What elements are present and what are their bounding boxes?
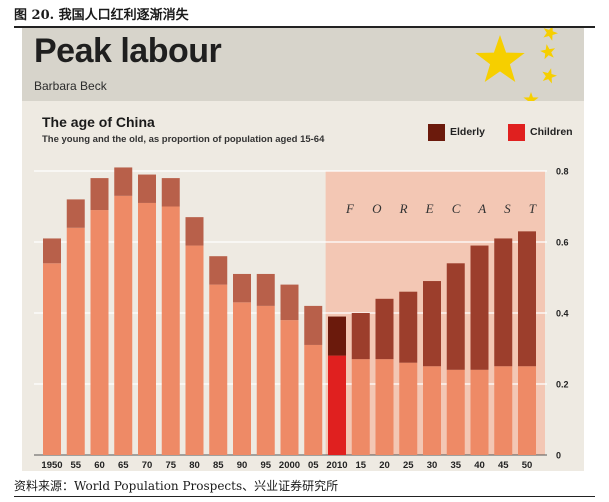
bar-children xyxy=(233,302,251,455)
bar-elderly xyxy=(304,305,323,345)
y-tick-label: 0.8 xyxy=(556,167,569,177)
bar-elderly xyxy=(375,298,394,360)
bar-children xyxy=(66,227,85,455)
bar-children xyxy=(351,359,370,455)
bar-elderly xyxy=(518,231,536,367)
legend-swatch-elderly xyxy=(428,123,445,141)
bar-elderly xyxy=(138,174,156,203)
bar-children xyxy=(161,206,180,455)
bar-children xyxy=(328,355,346,455)
bar-elderly xyxy=(423,281,441,367)
figure-caption: 图 20. 我国人口红利逐渐消失 xyxy=(14,8,189,23)
bar-children xyxy=(518,366,536,455)
y-tick-label: 0.2 xyxy=(556,380,569,390)
bar-children xyxy=(256,305,275,455)
source-note: 资料来源：World Population Prospects、兴业证券研究所 xyxy=(14,479,339,493)
legend-elderly: Elderly xyxy=(428,123,486,141)
x-tick-label: 50 xyxy=(522,460,533,471)
chart-title: The age of China xyxy=(42,114,155,130)
bar-children xyxy=(494,366,513,455)
bar-elderly xyxy=(185,217,204,246)
article-author: Barbara Beck xyxy=(34,79,107,93)
y-tick-label: 0.4 xyxy=(556,309,569,319)
bar-elderly xyxy=(280,284,299,321)
x-tick-label: 95 xyxy=(260,460,271,471)
x-tick-label: 60 xyxy=(94,460,105,471)
bar-children xyxy=(375,359,394,455)
small-star-icon xyxy=(543,28,558,41)
x-tick-label: 80 xyxy=(189,460,200,471)
legend-label-elderly: Elderly xyxy=(450,126,486,138)
forecast-annotation: F O R E C A S T xyxy=(345,201,537,216)
bar-elderly xyxy=(256,273,275,306)
bar-children xyxy=(114,195,133,455)
x-tick-label: 30 xyxy=(427,460,438,471)
x-tick-label: 25 xyxy=(403,460,414,471)
small-star-icon xyxy=(540,44,556,60)
x-tick-label: 70 xyxy=(142,460,153,471)
y-tick-label: 0.6 xyxy=(556,238,569,248)
article-header: Peak labour Barbara Beck xyxy=(22,28,584,101)
top-rule xyxy=(14,26,595,28)
y-tick-label: 0 xyxy=(556,451,561,461)
bar-children xyxy=(304,344,323,455)
bar-elderly xyxy=(446,263,465,370)
big-star-icon xyxy=(475,35,525,82)
bar-elderly xyxy=(114,167,133,196)
bar-children xyxy=(280,320,299,455)
bar-children xyxy=(209,284,228,455)
legend-swatch-children xyxy=(508,123,525,141)
x-tick-label: 1950 xyxy=(41,460,62,471)
x-tick-label: 20 xyxy=(379,460,390,471)
bar-elderly xyxy=(399,291,418,363)
bar-elderly xyxy=(66,199,85,228)
article-title: Peak labour xyxy=(34,32,222,70)
x-tick-label: 2010 xyxy=(326,460,347,471)
bar-elderly xyxy=(233,273,251,303)
x-tick-label: 55 xyxy=(70,460,81,471)
bar-elderly xyxy=(209,256,228,285)
bar-children xyxy=(470,369,489,455)
bar-elderly xyxy=(351,313,370,360)
legend-label-children: Children xyxy=(530,126,573,138)
chart-subtitle: The young and the old, as proportion of … xyxy=(42,134,325,145)
bar-elderly xyxy=(90,178,109,211)
bar-elderly xyxy=(470,245,489,370)
x-tick-label: 90 xyxy=(237,460,248,471)
x-tick-label: 75 xyxy=(165,460,176,471)
small-star-icon xyxy=(523,92,539,101)
bar-children xyxy=(90,210,109,455)
x-tick-label: 40 xyxy=(474,460,485,471)
small-star-icon xyxy=(542,68,557,84)
star-icon xyxy=(475,28,558,101)
bar-children xyxy=(43,263,61,455)
legend-children: Children xyxy=(508,123,573,141)
x-tick-label: 05 xyxy=(308,460,319,471)
bottom-rule xyxy=(14,496,595,497)
x-tick-label: 45 xyxy=(498,460,509,471)
bar-elderly xyxy=(328,316,346,356)
bar-elderly xyxy=(43,238,61,264)
bar-children xyxy=(423,366,441,455)
bar-children xyxy=(399,362,418,455)
bar-elderly xyxy=(161,178,180,207)
x-tick-label: 35 xyxy=(450,460,461,471)
x-tick-label: 85 xyxy=(213,460,224,471)
bar-children xyxy=(446,369,465,455)
bar-children xyxy=(138,202,156,455)
bar-children xyxy=(185,245,204,455)
x-tick-label: 2000 xyxy=(279,460,300,471)
x-tick-label: 15 xyxy=(355,460,366,471)
x-tick-label: 65 xyxy=(118,460,129,471)
bar-elderly xyxy=(494,238,513,367)
